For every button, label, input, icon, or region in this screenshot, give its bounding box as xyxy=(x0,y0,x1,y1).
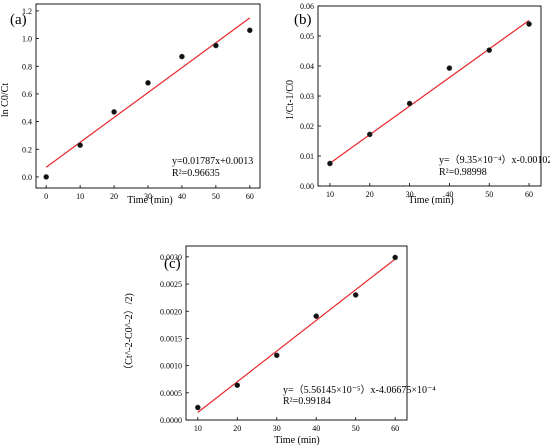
x-tick-label: 30 xyxy=(406,190,414,199)
plot-frame xyxy=(185,245,408,421)
panel-c: 10 20 30 40 50 60 0.0000 0.0005 0.0010 0.0015 0.00… xyxy=(123,245,436,446)
x-tick-label: 60 xyxy=(246,192,254,201)
y-tick-label: 0.01 xyxy=(300,152,314,161)
x-tick-label: 50 xyxy=(352,424,360,433)
x-tick-label: 40 xyxy=(312,424,320,433)
y-tick-label: 0.0015 xyxy=(160,334,182,343)
r-squared-label: R²=0.99184 xyxy=(283,396,331,407)
x-axis-title: Time (min) xyxy=(274,435,319,446)
x-tick-label: 50 xyxy=(212,192,220,201)
x-tick-label: 40 xyxy=(445,190,453,199)
data-point xyxy=(195,404,201,411)
x-tick-label: 0 xyxy=(44,192,48,201)
y-tick-label: 1.2 xyxy=(22,7,32,16)
x-tick-label: 40 xyxy=(178,192,186,201)
x-tick-label: 50 xyxy=(485,190,493,199)
data-point xyxy=(486,47,493,53)
x-axis-title: Time (min) xyxy=(408,195,453,206)
data-point xyxy=(273,352,280,359)
data-point xyxy=(526,21,532,27)
y-tick-label: 0.4 xyxy=(22,118,32,127)
data-point xyxy=(352,292,359,298)
panel-b: 10 20 30 40 50 60 0.00 0.01 0.02 0.03 0.04 0.05 0.06… xyxy=(285,2,550,206)
y-tick-label: 0.0 xyxy=(22,173,32,182)
data-point xyxy=(392,254,398,261)
panel-label: (c) xyxy=(164,256,181,272)
y-tick-label: 0.0005 xyxy=(160,389,182,398)
x-tick-label: 20 xyxy=(233,424,241,433)
y-axis-title: ln C0/Ct xyxy=(0,83,11,117)
panel-a: 0 10 20 30 40 50 60 0.0 0.2 0.4 0.6 0.8 1.0 1.2 Time (… xyxy=(0,3,261,206)
y-tick-label: 0.0010 xyxy=(160,362,182,371)
y-tick-label: 0.0000 xyxy=(160,416,182,425)
panel-label: (a) xyxy=(10,12,27,28)
y-tick-label: 0.6 xyxy=(22,90,32,99)
data-point xyxy=(111,109,117,115)
x-tick-label: 10 xyxy=(326,190,334,199)
x-tick-label: 30 xyxy=(273,424,281,433)
data-point xyxy=(327,160,333,167)
fit-line xyxy=(197,258,396,413)
data-point xyxy=(446,65,453,71)
data-point xyxy=(366,131,373,138)
y-tick-label: 0.8 xyxy=(22,62,32,71)
x-tick-label: 10 xyxy=(76,192,84,201)
panel-label: (b) xyxy=(294,12,312,28)
y-tick-label: 0.05 xyxy=(300,32,314,41)
y-tick-label: 0.00 xyxy=(300,182,314,191)
x-tick-label: 30 xyxy=(144,192,152,201)
y-tick-label: 0.03 xyxy=(300,92,314,101)
fit-equation: y=（5.56145×10⁻⁵）x-4.06675×10⁻⁴ xyxy=(283,384,436,396)
y-tick-label: 0.2 xyxy=(22,145,32,154)
fit-equation: y=（9.35×10⁻⁴）x-0.00102 xyxy=(439,154,550,166)
data-point xyxy=(313,313,320,319)
data-point xyxy=(247,27,253,34)
x-tick-label: 20 xyxy=(110,192,118,201)
y-axis-title: 1/Ct-1/C0 xyxy=(285,80,296,120)
data-point xyxy=(77,142,83,148)
y-tick-label: 0.06 xyxy=(300,2,314,11)
x-axis-title: Time (min) xyxy=(127,195,172,206)
data-point xyxy=(406,100,413,107)
y-axis-title: （Ct^-2-C0^-2）/2) xyxy=(123,293,135,375)
x-tick-label: 60 xyxy=(391,424,399,433)
x-tick-label: 10 xyxy=(194,424,202,433)
fit-equation: y=0.01787x+0.0013 xyxy=(172,156,253,167)
y-tick-label: 0.0020 xyxy=(160,307,182,316)
fit-line xyxy=(45,17,251,168)
r-squared-label: R²=0.98998 xyxy=(439,167,487,178)
data-point xyxy=(213,42,219,49)
y-tick-label: 0.02 xyxy=(300,122,314,131)
data-point xyxy=(179,53,185,60)
data-point xyxy=(43,174,49,180)
fit-line xyxy=(329,19,530,164)
x-tick-label: 20 xyxy=(366,190,374,199)
data-point xyxy=(234,382,241,389)
y-tick-label: 0.04 xyxy=(300,62,314,71)
y-tick-label: 0.0030 xyxy=(160,253,182,262)
y-tick-label: 1.0 xyxy=(22,35,32,44)
r-squared-label: R²=0.96635 xyxy=(172,168,220,179)
data-point xyxy=(145,80,151,86)
x-tick-label: 60 xyxy=(525,190,533,199)
y-tick-label: 0.0025 xyxy=(160,280,182,289)
